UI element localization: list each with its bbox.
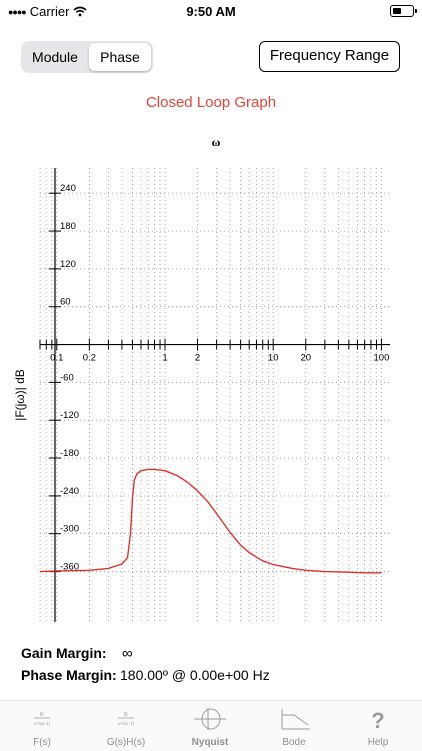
chart-grid	[39, 168, 390, 622]
segment-module[interactable]: Module	[32, 49, 78, 65]
phase-margin-value: 180.00º @ 0.00e+00 Hz	[120, 667, 270, 683]
phase-margin-label: Phase Margin:	[21, 667, 117, 683]
gsh-icon: K s^n(s-1)	[118, 712, 135, 727]
y-tick-label: -300	[60, 524, 79, 535]
fs-icon: K s^n(s-1)	[34, 712, 51, 727]
carrier-group: ●●●● Carrier	[8, 4, 87, 19]
chart-series	[39, 468, 382, 574]
chart-axes	[40, 168, 390, 622]
y-tick-label: -360	[60, 562, 79, 573]
x-tick-label: 0.2	[83, 353, 96, 364]
tab-label-bode: Bode	[282, 737, 306, 748]
module-phase-segmented-control: Module Phase	[21, 41, 153, 73]
tab-nyquist[interactable]: Nyquist	[168, 701, 252, 751]
chart-ticks	[39, 192, 382, 573]
clock: 9:50 AM	[186, 4, 236, 19]
tab-fs[interactable]: K s^n(s-1) F(s)	[0, 701, 84, 751]
help-icon: ?	[371, 708, 384, 731]
signal-icon: ●●●●	[8, 6, 27, 17]
tab-bar: K s^n(s-1) F(s) K s^n(s-1) G(s)H(s) Nyqu…	[0, 700, 422, 751]
tab-help[interactable]: ? Help	[336, 701, 420, 751]
y-tick-label: -120	[60, 410, 79, 421]
y-tick-label: -60	[60, 372, 74, 383]
phase-margin-row: Phase Margin: 180.00º @ 0.00e+00 Hz	[21, 664, 270, 686]
y-tick-label: -240	[60, 486, 79, 497]
tab-label-help: Help	[367, 737, 389, 748]
svg-text:s^n(s-1): s^n(s-1)	[118, 722, 135, 727]
x-tick-label: 2	[195, 353, 200, 364]
segment-phase[interactable]: Phase	[89, 43, 151, 71]
bode-icon	[281, 709, 310, 730]
margins-panel: Gain Margin: ∞ Phase Margin: 180.00º @ 0…	[21, 642, 270, 686]
chart-title: ω	[212, 135, 221, 149]
battery-icon	[390, 5, 417, 17]
wifi-icon	[73, 6, 87, 17]
svg-text:K: K	[40, 712, 45, 718]
gain-margin-label: Gain Margin:	[21, 645, 107, 661]
nyquist-icon	[194, 708, 226, 730]
x-tick-label: 20	[300, 353, 311, 364]
gain-margin-row: Gain Margin: ∞	[21, 642, 270, 664]
tab-label-gsh: G(s)H(s)	[106, 737, 146, 748]
gain-margin-value: ∞	[122, 644, 133, 662]
y-tick-label: 120	[60, 259, 76, 270]
graph-title: Closed Loop Graph	[145, 94, 277, 111]
y-tick-label: -180	[60, 448, 79, 459]
y-tick-label: 60	[60, 297, 71, 308]
svg-text:?: ?	[371, 708, 384, 731]
chart-tick-labels: 0.1 0.2 1 2 10 20 100 240 180 120 60 -60 -120 -180 -24…	[50, 183, 389, 572]
tab-label-fs: F(s)	[33, 737, 51, 748]
tab-gsh[interactable]: K s^n(s-1) G(s)H(s)	[84, 701, 168, 751]
phase-chart: 0.1 0.2 1 2 10 20 100 240 180 120 60 -60 -120 -180 -24…	[13, 135, 390, 622]
y-axis-label: |F(jω)| dB	[13, 369, 27, 421]
carrier-label: Carrier	[29, 4, 70, 19]
x-tick-label: 0.1	[50, 353, 63, 364]
status-bar: ●●●● Carrier 9:50 AM	[0, 0, 422, 24]
tab-label-nyquist: Nyquist	[191, 737, 229, 748]
svg-text:s^n(s-1): s^n(s-1)	[34, 722, 51, 727]
phase-series-line	[39, 468, 382, 574]
x-tick-label: 10	[268, 353, 279, 364]
y-tick-label: 180	[60, 221, 76, 232]
x-tick-label: 1	[162, 353, 167, 364]
svg-text:K: K	[124, 712, 129, 718]
y-tick-label: 240	[60, 183, 76, 194]
frequency-range-button[interactable]: Frequency Range	[259, 41, 400, 72]
tab-bode[interactable]: Bode	[252, 701, 336, 751]
x-tick-label: 100	[374, 353, 390, 364]
